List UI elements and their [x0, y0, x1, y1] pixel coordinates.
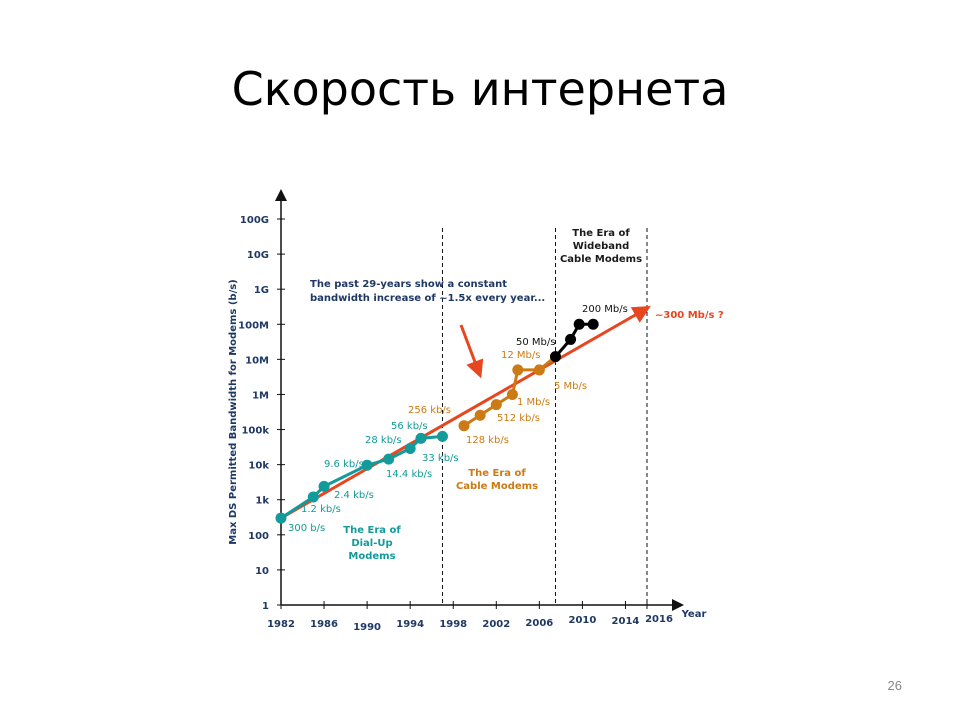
data-label: 14.4 kb/s	[386, 469, 432, 480]
data-point-dial-up	[318, 480, 330, 492]
trend-arrow	[280, 306, 651, 520]
data-label: 9.6 kb/s	[324, 459, 364, 470]
data-point-cable	[506, 388, 518, 400]
data-label: 200 Mb/s	[582, 304, 628, 315]
data-label: 1 Mb/s	[517, 397, 550, 408]
y-tick-label: 1k	[255, 496, 269, 507]
era-label: The Era of	[468, 468, 526, 479]
data-label: 5 Mb/s	[554, 381, 587, 392]
data-label: 12 Mb/s	[501, 350, 540, 361]
annotation-line-2: bandwidth increase of ~1.5x every year..…	[310, 293, 545, 304]
data-label: 1.2 kb/s	[301, 504, 341, 515]
y-tick-label: 10k	[248, 461, 269, 472]
y-tick-label: 1G	[254, 285, 269, 296]
data-point-dial-up	[307, 491, 319, 503]
y-tick-label: 100M	[238, 320, 269, 331]
data-label: 2.4 kb/s	[334, 490, 374, 501]
data-label: 128 kb/s	[466, 435, 509, 446]
era-label: Cable Modems	[560, 254, 642, 265]
data-point-dial-up	[404, 443, 416, 455]
data-point-dial-up	[415, 432, 427, 444]
data-label: 28 kb/s	[365, 435, 402, 446]
data-point-dial-up	[383, 453, 395, 465]
x-tick-label: 1998	[439, 619, 467, 630]
y-tick-label: 100k	[241, 426, 269, 437]
x-tick-label: 2006	[525, 618, 553, 629]
era-label: Dial-Up	[351, 538, 392, 549]
data-label: 256 kb/s	[408, 405, 451, 416]
data-point-dial-up	[275, 512, 287, 524]
slide-title: Скорость интернета	[231, 62, 729, 116]
series-layer	[275, 318, 599, 524]
y-tick-label: 100	[248, 531, 269, 542]
y-tick-label: 10M	[245, 355, 269, 366]
data-point-dial-up	[361, 459, 373, 471]
x-tick-label: 2014	[612, 616, 640, 627]
annotation-line-1: The past 29-years show a constant	[310, 279, 507, 290]
page-number: 26	[887, 678, 902, 693]
x-tick-label: 1990	[353, 622, 381, 633]
x-tick-label: 1982	[267, 619, 295, 630]
x-tick-label: 1986	[310, 619, 338, 630]
data-point-wideband	[587, 318, 599, 330]
trend-label: ~300 Mb/s ?	[655, 310, 724, 321]
x-axis-title: Year	[681, 609, 707, 620]
data-label: 512 kb/s	[497, 413, 540, 424]
series-line-wideband	[554, 322, 594, 358]
y-axis-title: Max DS Permitted Bandwidth for Modems (b…	[228, 279, 239, 545]
data-label: 56 kb/s	[391, 421, 428, 432]
data-point-cable	[474, 409, 486, 421]
y-tick-label: 10	[255, 566, 269, 577]
era-label: The Era of	[572, 228, 630, 239]
era-label: Cable Modems	[456, 481, 538, 492]
data-point-wideband	[565, 333, 577, 345]
annotation-arrow	[459, 324, 484, 379]
data-point-cable	[533, 364, 545, 376]
data-point-dial-up	[436, 430, 448, 442]
data-point-wideband	[573, 318, 585, 330]
data-label: 300 b/s	[288, 523, 325, 534]
data-label: 50 Mb/s	[516, 337, 555, 348]
era-label: Modems	[348, 551, 395, 562]
x-tick-label: 2010	[568, 615, 596, 626]
labels-layer: ~300 Mb/s ? The past 29-years show a cons…	[288, 228, 724, 562]
data-point-cable	[512, 364, 524, 376]
data-label: 33 kb/s	[422, 453, 459, 464]
y-tick-label: 1	[262, 601, 269, 612]
era-label: The Era of	[343, 525, 401, 536]
data-point-cable	[458, 420, 470, 432]
x-tick-label: 2002	[482, 619, 510, 630]
data-point-wideband	[550, 351, 561, 363]
data-point-cable	[490, 399, 502, 411]
x-tick-label: 1994	[396, 619, 424, 630]
trend-layer	[280, 306, 651, 520]
y-tick-label: 100G	[240, 215, 269, 226]
era-label: Wideband	[573, 241, 630, 252]
y-tick-label: 10G	[247, 250, 269, 261]
axes: 1 10 100 1k 10k 100k 1M 10M 100M 1G 10G 100G 1982 198…	[228, 189, 707, 633]
x-tick-label: 2016	[645, 614, 673, 625]
y-tick-label: 1M	[252, 390, 269, 401]
